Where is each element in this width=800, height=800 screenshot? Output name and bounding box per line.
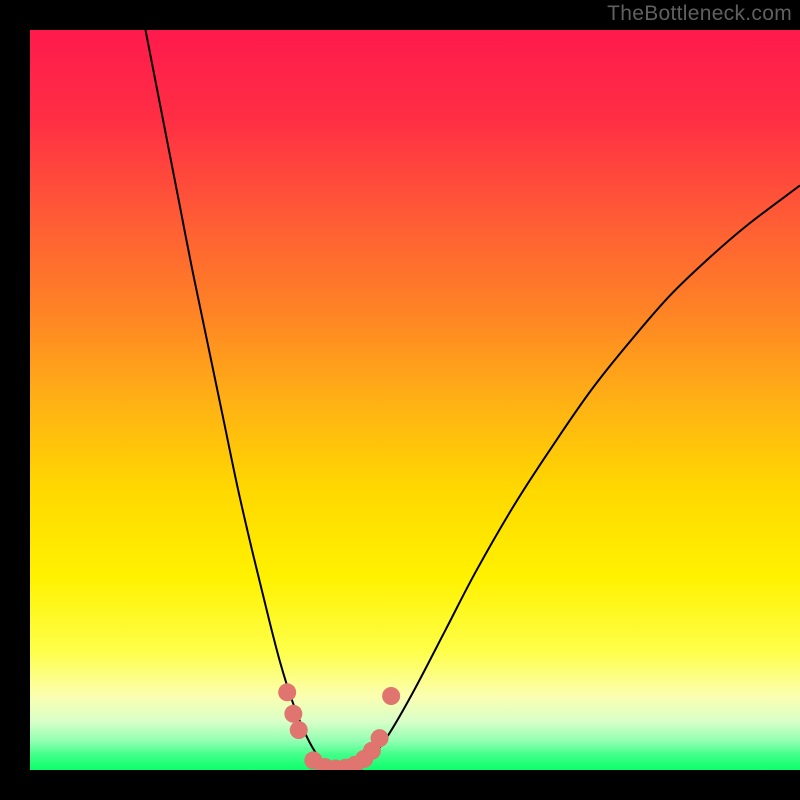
gradient-background bbox=[30, 30, 800, 770]
bottleneck-curve-chart bbox=[30, 30, 800, 770]
marker-point bbox=[290, 721, 308, 739]
marker-point bbox=[371, 729, 389, 747]
watermark-text: TheBottleneck.com bbox=[607, 2, 792, 26]
chart-container bbox=[30, 30, 800, 770]
marker-point bbox=[284, 705, 302, 723]
marker-point bbox=[382, 687, 400, 705]
marker-point bbox=[278, 683, 296, 701]
